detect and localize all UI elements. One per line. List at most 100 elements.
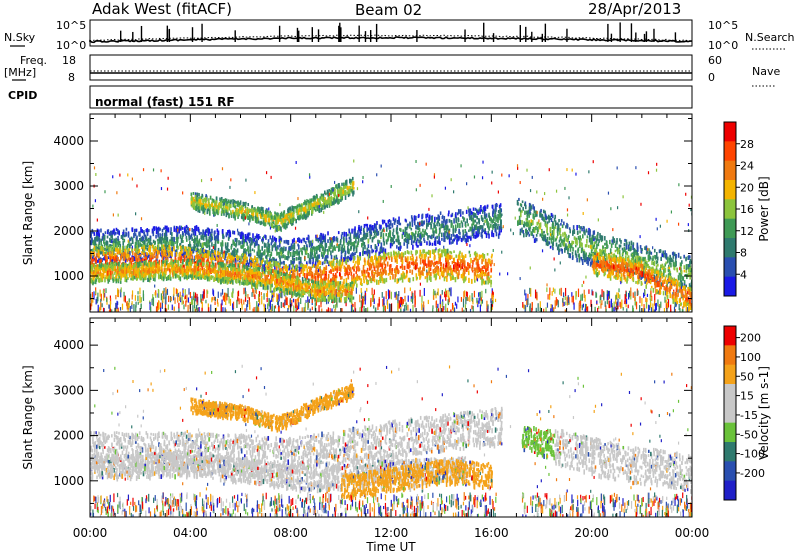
range-cell: [456, 234, 458, 239]
range-cell: [476, 273, 479, 277]
range-cell: [239, 255, 241, 259]
range-cell: [95, 298, 97, 305]
range-cell: [188, 255, 191, 260]
range-cell: [481, 209, 484, 214]
range-cell: [388, 229, 391, 234]
range-cell: [380, 235, 382, 239]
range-cell: [137, 242, 140, 248]
range-cell: [424, 229, 427, 234]
range-cell: [302, 247, 304, 250]
range-cell: [473, 257, 476, 262]
range-cell: [182, 300, 184, 304]
range-cell: [408, 251, 410, 255]
range-cell: [131, 227, 134, 233]
range-cell: [399, 265, 402, 269]
range-cell: [156, 302, 159, 309]
range-cell: [553, 307, 555, 311]
range-cell: [335, 236, 338, 242]
range-cell: [264, 304, 266, 310]
range-cell: [266, 258, 268, 264]
range-cell: [123, 291, 125, 297]
range-cell: [428, 260, 431, 266]
range-cell: [261, 238, 264, 243]
range-cell: [353, 231, 356, 236]
range-cell: [395, 293, 397, 300]
range-cell: [98, 233, 101, 238]
range-cell: [267, 247, 270, 254]
range-cell: [387, 224, 389, 228]
range-cell: [664, 296, 666, 303]
range-cell: [352, 303, 354, 307]
range-cell: [243, 249, 246, 253]
range-cell: [448, 262, 450, 266]
range-cell: [470, 214, 473, 219]
range-cell: [119, 264, 122, 268]
range-cell: [457, 255, 460, 261]
range-cell: [349, 254, 352, 260]
range-cell: [571, 292, 573, 297]
range-cell: [137, 301, 139, 305]
range-cell: [274, 305, 277, 309]
range-cell: [90, 231, 92, 237]
range-cell: [182, 246, 184, 249]
range-cell: [136, 251, 138, 255]
range-cell: [163, 246, 166, 253]
range-cell: [234, 237, 237, 242]
range-cell: [385, 233, 388, 237]
range-cell: [625, 298, 628, 304]
range-cell: [237, 291, 239, 299]
range-cell: [459, 209, 462, 214]
range-cell: [478, 292, 480, 297]
range-cell: [292, 260, 295, 265]
range-cell: [564, 309, 566, 312]
range-cell: [162, 292, 164, 297]
range-cell: [387, 232, 390, 238]
range-cell: [345, 237, 348, 243]
range-cell: [100, 301, 102, 311]
range-cell: [191, 259, 194, 265]
range-cell: [353, 228, 355, 233]
range-cell: [131, 290, 134, 297]
range-cell: [377, 303, 379, 311]
range-cell: [263, 281, 266, 287]
range-cell: [435, 229, 438, 234]
range-cell: [242, 240, 245, 244]
range-cell: [319, 244, 322, 248]
range-cell: [108, 309, 111, 312]
range-cell: [377, 279, 380, 285]
range-cell: [276, 251, 278, 256]
range-cell: [435, 276, 437, 280]
range-cell: [460, 274, 463, 279]
range-cell: [468, 277, 470, 284]
range-cell: [262, 251, 265, 255]
range-cell: [489, 259, 491, 264]
range-cell: [447, 299, 449, 304]
range-cell: [385, 291, 387, 300]
range-cell: [244, 236, 247, 242]
range-cell: [154, 241, 156, 245]
range-cell: [454, 228, 457, 233]
range-cell: [360, 300, 362, 308]
range-cell: [224, 257, 226, 261]
range-cell: [354, 280, 357, 284]
range-cell: [457, 222, 459, 228]
range-cell: [319, 273, 321, 278]
range-cell: [185, 258, 188, 262]
range-cell: [428, 216, 430, 223]
range-cell: [563, 301, 565, 306]
range-cell: [261, 264, 264, 270]
range-cell: [113, 238, 115, 244]
range-cell: [227, 229, 229, 234]
range-cell: [203, 249, 205, 253]
range-cell: [278, 269, 281, 273]
range-cell: [109, 295, 111, 300]
range-cell: [96, 248, 98, 253]
range-cell: [296, 272, 299, 276]
range-cell: [128, 241, 130, 246]
range-cell: [128, 255, 130, 261]
range-cell: [142, 252, 145, 256]
range-cell: [157, 241, 159, 246]
range-cell: [121, 269, 123, 275]
range-cell: [247, 262, 250, 267]
